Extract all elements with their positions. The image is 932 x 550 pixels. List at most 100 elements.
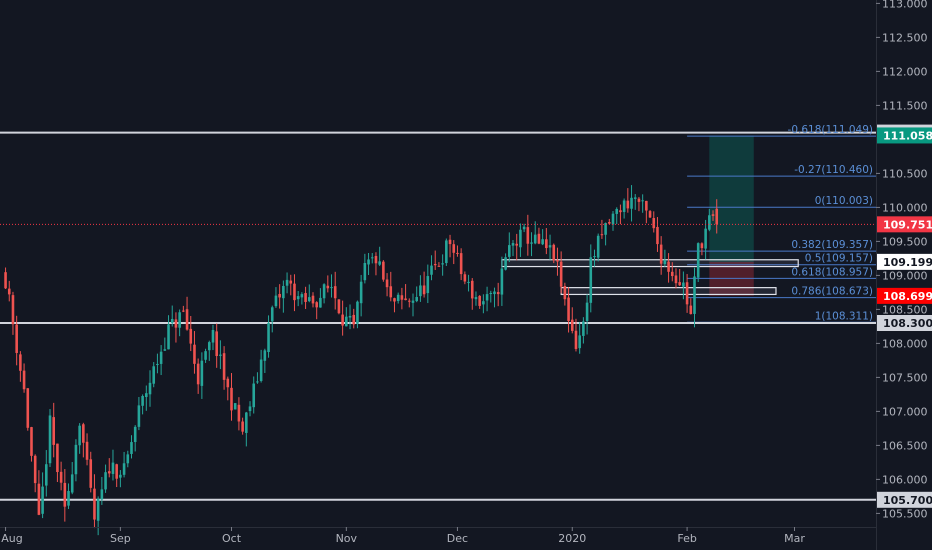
candle-body [282,285,285,299]
fib-level-label: 0(110.003) [815,195,873,207]
candle-body [670,271,674,277]
price-tick-label: 112.000 [882,65,928,78]
candle-body [426,276,430,294]
candle-body [659,244,663,264]
candle-body [67,491,70,506]
price-tick-label: 109.000 [882,269,928,282]
candle-body [78,425,81,446]
candle-body [685,282,689,305]
time-tick-label: Aug [1,532,22,545]
price-badge[interactable] [877,127,932,144]
candle-body [545,239,548,249]
candle-body [652,218,656,229]
candle-body [596,235,600,258]
candle-body [515,243,519,246]
candle-body [256,381,259,383]
candle-body [445,240,448,264]
candle-body [4,272,7,289]
candle-body [626,200,630,209]
candle-body [133,426,137,443]
candle-body [611,213,615,225]
price-badge[interactable] [877,216,932,233]
candle-body [704,228,707,249]
level-price-badge[interactable] [877,491,932,508]
candle-body [59,471,63,483]
price-axis[interactable]: 113.000 112.500 112.000 111.500 110.500 110.0… [876,0,932,550]
candle-body [511,243,515,246]
candle-body [496,292,500,295]
candle-body [319,297,322,308]
fib-level-label: 1(108.311) [815,310,873,322]
candle-body [641,200,644,202]
candle-body [11,295,15,325]
price-badge[interactable] [877,287,932,304]
candle-body [141,395,144,406]
long-position-tool[interactable] [709,135,754,296]
candle-body [293,283,296,301]
candle-body [130,442,133,454]
candle-body [111,462,115,474]
candle-body [152,366,156,384]
candle-body [267,322,270,353]
horizontal-levels[interactable] [0,131,876,501]
candle-body [274,295,278,307]
candle-body [370,257,374,259]
candle-body [578,335,581,349]
candle-body [148,382,152,395]
candle-body [556,259,559,262]
price-tick-label: 105.500 [882,507,928,520]
candle-body [389,286,393,298]
candle-body [189,328,193,344]
candle-body [33,455,37,484]
candle-body [693,276,696,314]
candle-body [622,200,626,212]
time-tick-label: Sep [110,532,131,545]
fib-level-label: -0.618(111.049) [788,124,873,136]
candle-body [589,257,593,303]
candle-body [422,285,426,295]
candle-body [115,464,118,479]
candle-body [519,229,522,248]
candle-body [493,291,496,295]
zone-rectangle[interactable] [501,259,799,268]
candle-body [48,415,52,464]
candle-body [478,295,481,306]
candle-body [474,297,478,300]
candle-body [404,298,407,301]
candle-body [463,274,467,282]
candle-body [259,359,263,382]
price-tick-label: 108.000 [882,337,928,350]
candle-body [585,302,589,321]
candle-body [485,294,489,301]
zone-rectangle[interactable] [560,287,777,296]
candle-body [104,472,107,490]
time-tick-label: Nov [336,532,358,545]
candle-body [96,498,100,521]
candle-body [504,257,507,270]
candle-body [385,279,389,288]
level-price-badge[interactable] [877,315,932,331]
candle-body [452,244,456,253]
candle-body [630,197,633,209]
candle-body [215,331,218,357]
candle-body [526,227,530,244]
loss-zone[interactable] [709,261,754,296]
candle-body [178,312,181,328]
candle-body [237,404,241,422]
time-axis[interactable]: Aug Sep Oct Nov Dec 2020 Feb Mar [0,527,876,545]
candle-body [619,210,622,213]
candle-body [219,354,222,356]
candle-body [522,226,526,230]
candle-body [367,259,370,265]
candle-body [85,441,89,460]
fib-level-label: 0.618(108.957) [791,266,873,278]
profit-zone[interactable] [709,135,754,262]
candle-body [530,242,533,244]
price-badge[interactable] [877,253,932,270]
candle-body [248,406,252,412]
candle-body [89,459,93,488]
fibonacci-labels: -0.618(111.049) -0.27(110.460) 0(110.003) 0… [788,124,873,322]
candle-body [93,488,96,520]
candle-body [82,424,85,443]
